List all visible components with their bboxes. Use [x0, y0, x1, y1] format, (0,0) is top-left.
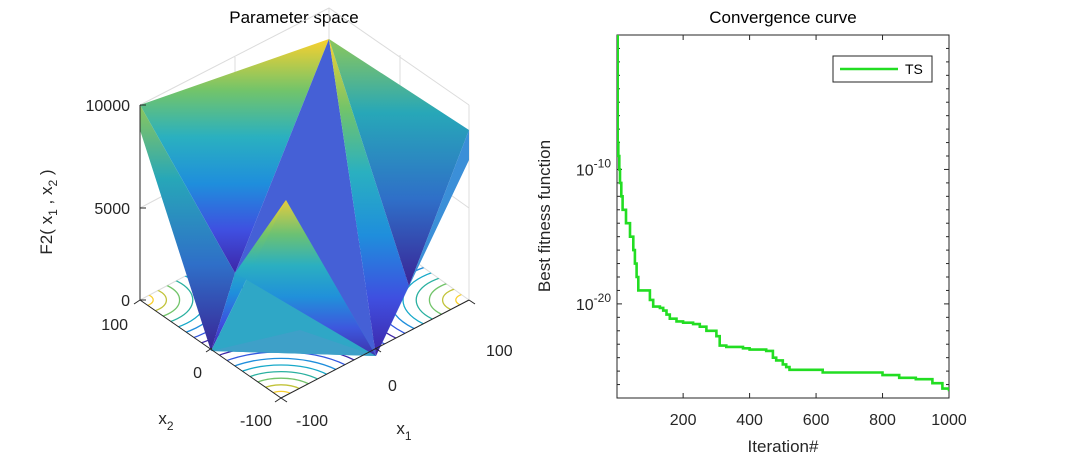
z-axis-label: F2( x1 , x2 )	[37, 169, 60, 254]
x-tick-label: 1000	[931, 412, 967, 429]
x2-axis-label: x2	[158, 409, 174, 433]
legend-label-ts: TS	[905, 61, 923, 77]
x-ticks: 200 400 600 800 1000	[670, 35, 967, 429]
x1-tick-label: 0	[388, 378, 397, 395]
contour-line	[415, 272, 469, 328]
surface-title: Parameter space	[229, 8, 358, 27]
x2-tick-label: 100	[101, 317, 128, 334]
contour-line	[402, 266, 469, 334]
x-axis-label: Iteration#	[748, 437, 819, 456]
x2-tick-label: -100	[240, 413, 272, 430]
x1-axis-label: x1	[396, 419, 412, 443]
contour-line	[140, 279, 181, 321]
legend[interactable]: TS	[832, 55, 933, 83]
plot-area	[616, 34, 950, 399]
contour-line	[140, 286, 168, 314]
convergence-title: Convergence curve	[709, 8, 856, 27]
z-tick-label: 5000	[94, 201, 130, 218]
x-tick-label: 400	[736, 412, 763, 429]
x-tick-label: 800	[869, 412, 896, 429]
y-tick-label: 10-10	[576, 156, 611, 179]
z-tick-label: 10000	[86, 98, 131, 115]
x2-tick-label: 0	[193, 365, 202, 382]
x1-axis: -100 0 100 x1	[280, 299, 513, 443]
contour-line	[214, 364, 348, 398]
y-tick-label: 10-20	[576, 291, 611, 314]
x1-tick-label: 100	[486, 343, 513, 360]
y-axis-label: Best fitness function	[535, 140, 554, 292]
surface-faces	[140, 39, 469, 356]
contour-line	[441, 286, 469, 314]
contour-line	[140, 272, 194, 328]
contour-line	[240, 377, 322, 398]
x2-axis: 100 0 -100 x2	[101, 299, 282, 433]
contour-line	[227, 370, 335, 398]
z-tick-label: 0	[121, 293, 130, 310]
z-axis: 10000 5000 0 F2( x1 , x2 )	[37, 98, 146, 310]
x1-tick-label: -100	[296, 413, 328, 430]
convergence-plot: Convergence curve 200 400 600 800 1000 10-10…	[535, 8, 967, 456]
x-tick-label: 600	[803, 412, 830, 429]
x-tick-label: 200	[670, 412, 697, 429]
surface-plot: Parameter space	[37, 7, 513, 443]
series-ts-line	[617, 35, 949, 392]
